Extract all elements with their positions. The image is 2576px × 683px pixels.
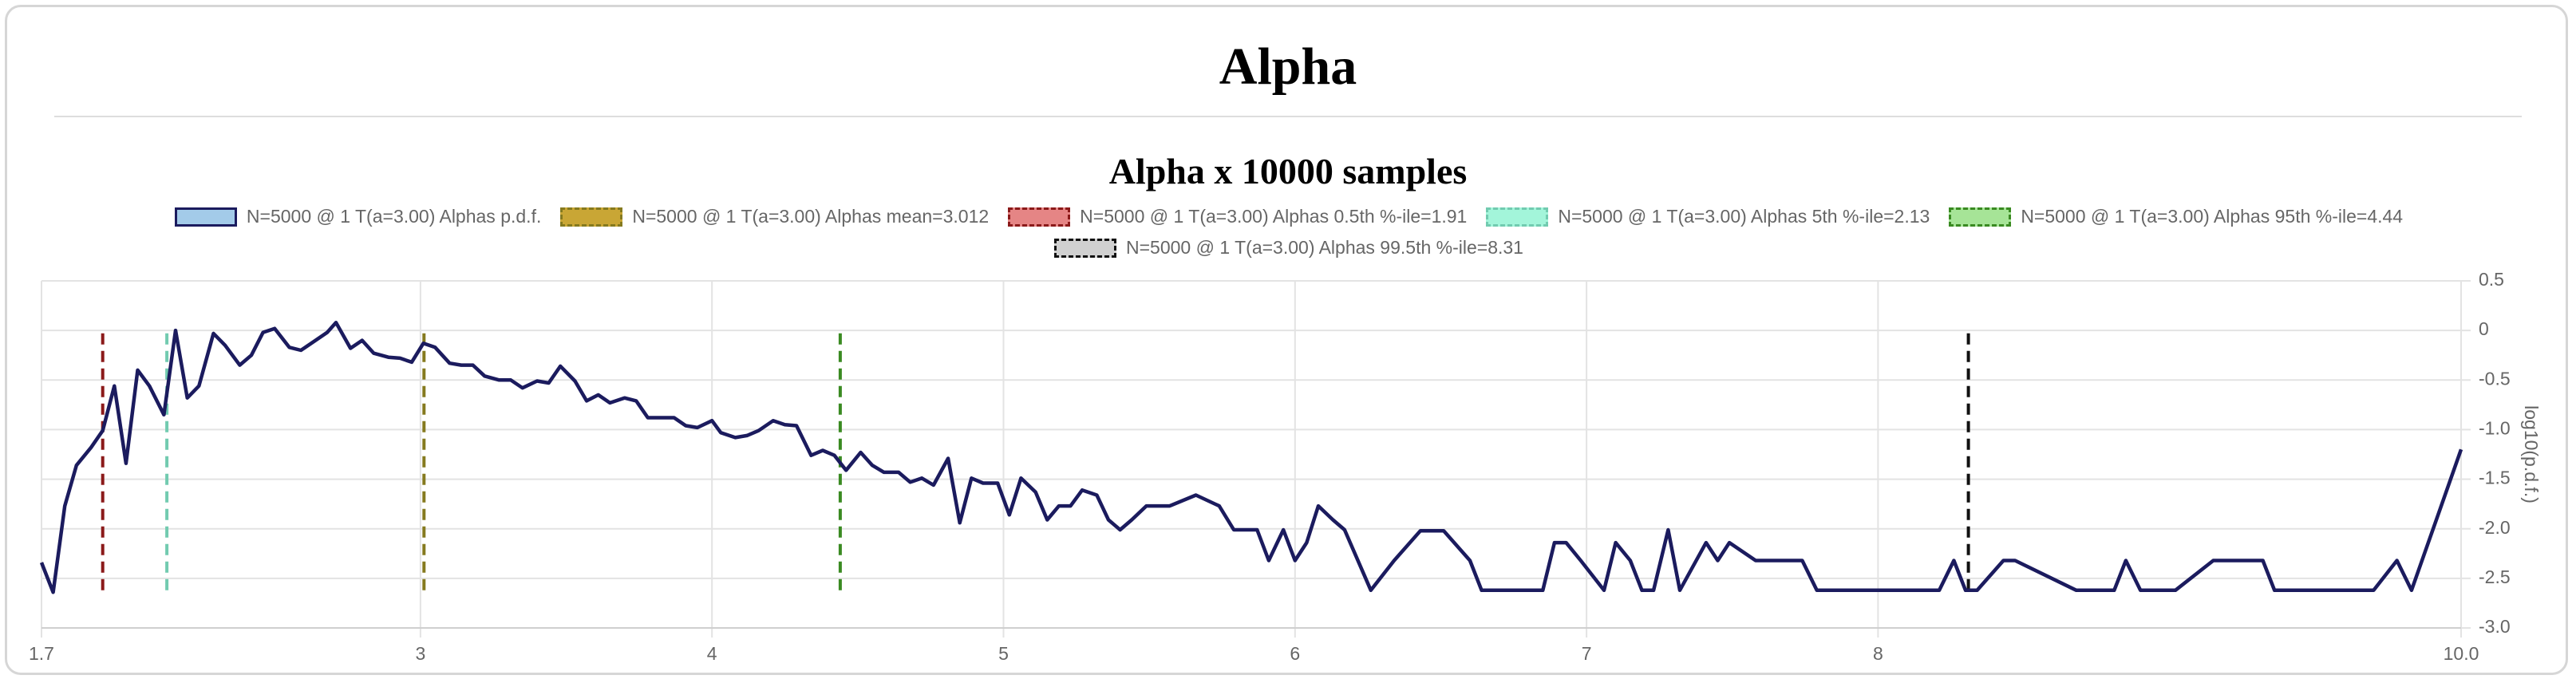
legend-item[interactable]: N=5000 @ 1 T(a=3.00) Alphas 99.5th %-ile…: [1054, 237, 1523, 259]
legend-swatch: [560, 207, 623, 227]
legend-label: N=5000 @ 1 T(a=3.00) Alphas 0.5th %-ile=…: [1080, 206, 1468, 227]
legend-swatch: [174, 207, 237, 227]
y-tick-label: -2.5: [2479, 567, 2511, 587]
legend-item[interactable]: N=5000 @ 1 T(a=3.00) Alphas 0.5th %-ile=…: [1008, 206, 1467, 227]
legend-item[interactable]: N=5000 @ 1 T(a=3.00) Alphas 5th %-ile=2.…: [1486, 206, 1930, 227]
legend-swatch: [1008, 207, 1071, 227]
x-tick-label: 8: [1873, 643, 1883, 664]
legend-item[interactable]: N=5000 @ 1 T(a=3.00) Alphas mean=3.012: [560, 206, 989, 227]
y-tick-label: -0.5: [2479, 368, 2511, 389]
card: [5, 5, 2568, 675]
y-axis-title: log10(p.d.f.): [2521, 405, 2542, 503]
y-tick-label: 0: [2479, 318, 2489, 339]
legend-label: N=5000 @ 1 T(a=3.00) Alphas p.d.f.: [246, 206, 542, 227]
y-tick-label: -1.5: [2479, 468, 2511, 488]
legend-label: N=5000 @ 1 T(a=3.00) Alphas 5th %-ile=2.…: [1558, 206, 1930, 227]
data-line: [39, 320, 2463, 594]
x-tick-label: 3: [415, 643, 425, 664]
chart-title: Alpha x 10000 samples: [1108, 151, 1468, 191]
y-tick-label: 0.5: [2479, 269, 2504, 290]
x-tick-label: 4: [707, 643, 717, 664]
y-tick-label: -1.0: [2479, 418, 2511, 439]
legend-swatch: [1486, 207, 1549, 227]
legend-swatch: [1949, 207, 2012, 227]
page-title: Alpha: [1219, 38, 1357, 96]
divider: [54, 116, 2522, 117]
legend-item[interactable]: N=5000 @ 1 T(a=3.00) Alphas p.d.f.: [174, 206, 542, 227]
legend-swatch: [1054, 238, 1117, 258]
legend-label: N=5000 @ 1 T(a=3.00) Alphas 95th %-ile=4…: [2021, 206, 2404, 227]
x-tick-label: 7: [1582, 643, 1592, 664]
legend-item[interactable]: N=5000 @ 1 T(a=3.00) Alphas 95th %-ile=4…: [1949, 206, 2403, 227]
legend-label: N=5000 @ 1 T(a=3.00) Alphas 99.5th %-ile…: [1126, 237, 1523, 258]
legend-label: N=5000 @ 1 T(a=3.00) Alphas mean=3.012: [632, 206, 990, 227]
y-tick-label: -3.0: [2479, 616, 2511, 637]
x-tick-label: 5: [998, 643, 1009, 664]
y-tick-label: -2.0: [2479, 517, 2511, 538]
x-tick-label: 6: [1290, 643, 1300, 664]
x-tick-label: 1.7: [29, 643, 54, 664]
legend: N=5000 @ 1 T(a=3.00) Alphas p.d.f. N=5000…: [120, 206, 2458, 259]
x-tick-label: 10.0: [2444, 643, 2479, 664]
